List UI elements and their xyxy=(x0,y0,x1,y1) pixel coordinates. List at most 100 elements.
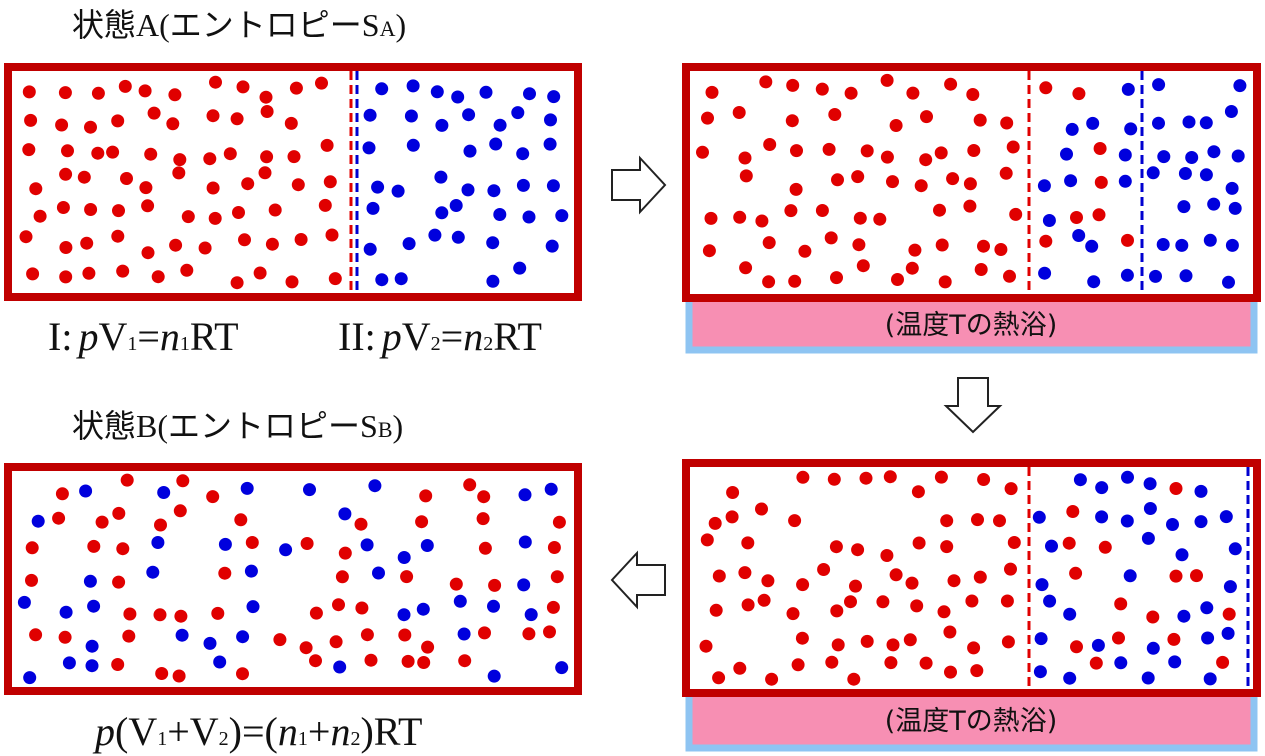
blue-particle xyxy=(59,605,73,619)
red-particle xyxy=(151,270,165,284)
red-particle xyxy=(169,238,183,252)
red-particle xyxy=(963,199,977,213)
red-particle xyxy=(154,518,167,532)
red-particle xyxy=(147,106,161,120)
red-particle xyxy=(1004,562,1017,576)
blue-particle xyxy=(1124,122,1138,136)
red-particle xyxy=(889,568,903,582)
red-particle xyxy=(977,239,990,253)
blue-particle xyxy=(546,179,560,193)
red-particle xyxy=(914,179,928,193)
blue-particle xyxy=(544,113,557,127)
blue-particle xyxy=(83,574,97,588)
red-particle xyxy=(59,270,73,284)
red-particle xyxy=(236,667,249,681)
red-particle xyxy=(488,578,502,592)
red-particle xyxy=(332,598,345,612)
red-particle xyxy=(963,177,977,191)
red-particle xyxy=(880,549,894,562)
blue-particle xyxy=(244,564,258,578)
red-particle xyxy=(762,236,776,250)
red-particle xyxy=(1000,594,1014,608)
equation: II: pV2=n2RT xyxy=(338,314,542,359)
blue-particle xyxy=(1175,238,1189,252)
red-particle xyxy=(320,138,334,152)
red-particle xyxy=(853,211,867,225)
red-particle xyxy=(999,166,1013,180)
red-particle xyxy=(1114,597,1128,611)
blue-particle xyxy=(406,79,420,93)
blue-particle xyxy=(430,85,444,99)
red-particle xyxy=(883,470,897,484)
blue-particle xyxy=(1034,632,1048,646)
blue-particle xyxy=(1201,631,1215,645)
red-particle xyxy=(477,490,491,504)
blue-particle xyxy=(493,118,507,132)
blue-particle xyxy=(394,272,408,286)
red-particle xyxy=(300,537,314,550)
blue-particle xyxy=(516,178,530,192)
red-particle xyxy=(919,656,933,670)
blue-particle xyxy=(1037,179,1051,193)
blue-particle xyxy=(1223,580,1237,594)
red-particle xyxy=(268,203,282,217)
red-particle xyxy=(974,263,988,276)
red-particle xyxy=(458,654,472,668)
red-particle xyxy=(796,470,810,484)
red-particle xyxy=(476,512,490,526)
red-particle xyxy=(739,261,753,275)
red-particle xyxy=(1169,482,1183,495)
red-particle xyxy=(141,199,155,213)
red-particle xyxy=(825,655,839,669)
red-particle xyxy=(364,653,378,667)
red-particle xyxy=(284,116,298,130)
blue-particle xyxy=(479,85,493,99)
blue-particle xyxy=(451,90,465,104)
red-particle xyxy=(759,75,773,89)
red-particle xyxy=(761,574,775,588)
blue-particle xyxy=(372,566,385,580)
red-particle xyxy=(741,598,755,612)
blue-particle xyxy=(279,543,293,557)
blue-particle xyxy=(416,602,430,616)
red-particle xyxy=(790,144,803,158)
red-particle xyxy=(232,206,245,219)
red-particle xyxy=(788,514,802,528)
blue-particle xyxy=(434,170,448,184)
blue-particle xyxy=(555,661,569,675)
red-particle xyxy=(315,76,328,90)
blue-particle xyxy=(1060,147,1073,161)
red-particle xyxy=(905,261,919,275)
red-particle xyxy=(238,233,251,247)
blue-particle xyxy=(360,538,374,552)
red-particle xyxy=(738,151,752,165)
red-particle xyxy=(259,90,273,104)
red-particle xyxy=(817,563,831,576)
red-particle xyxy=(1007,536,1021,549)
blue-particle xyxy=(1194,484,1208,498)
blue-particle xyxy=(1149,269,1162,283)
red-particle xyxy=(934,146,948,160)
red-particle xyxy=(860,634,874,648)
red-particle xyxy=(546,600,560,614)
red-particle xyxy=(966,88,980,101)
red-particle xyxy=(905,576,919,590)
blue-particle xyxy=(1224,105,1238,118)
red-particle xyxy=(166,117,180,131)
red-particle xyxy=(1094,175,1108,189)
red-particle xyxy=(785,114,799,128)
heat-bath xyxy=(685,689,1258,752)
blue-particle xyxy=(303,483,316,497)
red-particle xyxy=(478,541,492,555)
red-particle xyxy=(122,629,136,643)
red-particle xyxy=(141,246,155,260)
blue-particle xyxy=(368,479,382,493)
red-particle xyxy=(415,515,429,529)
red-particle xyxy=(1093,142,1107,155)
blue-particle xyxy=(175,628,189,642)
blue-particle xyxy=(1231,149,1245,163)
red-particle xyxy=(245,536,259,549)
red-particle xyxy=(112,204,125,218)
blue-particle xyxy=(218,537,232,551)
blue-particle xyxy=(1225,181,1239,195)
